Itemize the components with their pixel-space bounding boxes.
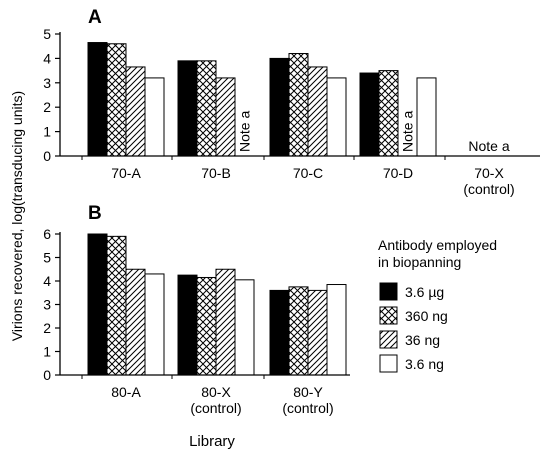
category-label: 70-D [383, 165, 413, 181]
bar [144, 273, 165, 376]
bar [106, 235, 127, 376]
y-tick-label: 2 [43, 320, 51, 336]
y-tick-label: 4 [43, 50, 51, 66]
bar [416, 77, 437, 157]
legend-swatch [379, 306, 398, 325]
bar [196, 276, 217, 376]
y-tick-label: 1 [43, 344, 51, 360]
bar [359, 72, 380, 157]
bar [288, 53, 309, 157]
bar [234, 279, 255, 376]
note-annotation: Note a [468, 138, 509, 154]
y-tick-label: 3 [43, 75, 51, 91]
legend-swatch [379, 354, 398, 373]
category-label: 80-X [201, 384, 231, 400]
legend-title-line-1: Antibody employed [378, 237, 497, 253]
bar [269, 289, 290, 376]
bar [87, 42, 108, 157]
y-tick-label: 5 [43, 26, 51, 42]
note-annotation: Note a [237, 111, 253, 152]
y-tick-label: 0 [43, 148, 51, 164]
bar [326, 284, 347, 376]
category-label: 70-C [293, 165, 323, 181]
y-tick-label: 6 [43, 226, 51, 242]
bar [326, 77, 347, 157]
bar [144, 77, 165, 157]
bar [215, 77, 236, 157]
note-annotation: Note a [400, 111, 416, 152]
bar [307, 66, 328, 157]
bar [87, 233, 108, 376]
category-label: 80-A [111, 384, 141, 400]
legend-item-label: 360 ng [405, 308, 448, 324]
bar [307, 289, 328, 376]
legend-title-line-2: in biopanning [378, 254, 461, 270]
bar [288, 286, 309, 376]
bar [269, 57, 290, 157]
category-label: 70-X [474, 165, 504, 181]
x-axis-label: Library [189, 433, 235, 450]
bar [125, 268, 146, 376]
bar [378, 70, 399, 157]
category-label: (control) [282, 400, 333, 416]
panel-a: A 0 1 2 3 4 5 70-A 70-B 70-C 70-D 70-X(control) Note… [43, 7, 540, 197]
legend-swatch [379, 282, 398, 301]
category-label: (control) [190, 400, 241, 416]
y-tick-label: 0 [43, 367, 51, 383]
legend-item-label: 36 ng [405, 332, 440, 348]
panel-label: B [88, 203, 102, 224]
legend-item-label: 3.6 µg [405, 284, 444, 300]
legend-swatch [379, 330, 398, 349]
bar [215, 268, 236, 376]
bar [177, 60, 198, 157]
legend: Antibody employed in biopanning 3.6 µg 36… [378, 237, 497, 373]
y-tick-label: 4 [43, 273, 51, 289]
panel-label: A [88, 7, 102, 28]
bar [125, 66, 146, 157]
y-axis-label: Virions recovered, log(transducing units… [9, 91, 25, 341]
legend-item-label: 3.6 ng [405, 356, 444, 372]
category-label: 80-Y [293, 384, 323, 400]
bar [177, 274, 198, 376]
y-tick-label: 5 [43, 250, 51, 266]
y-tick-label: 1 [43, 124, 51, 140]
category-label: (control) [463, 181, 514, 197]
y-tick-label: 2 [43, 99, 51, 115]
category-label: 70-B [201, 165, 231, 181]
bar [196, 60, 217, 157]
bar [106, 43, 127, 157]
y-tick-label: 3 [43, 297, 51, 313]
category-label: 70-A [111, 165, 141, 181]
